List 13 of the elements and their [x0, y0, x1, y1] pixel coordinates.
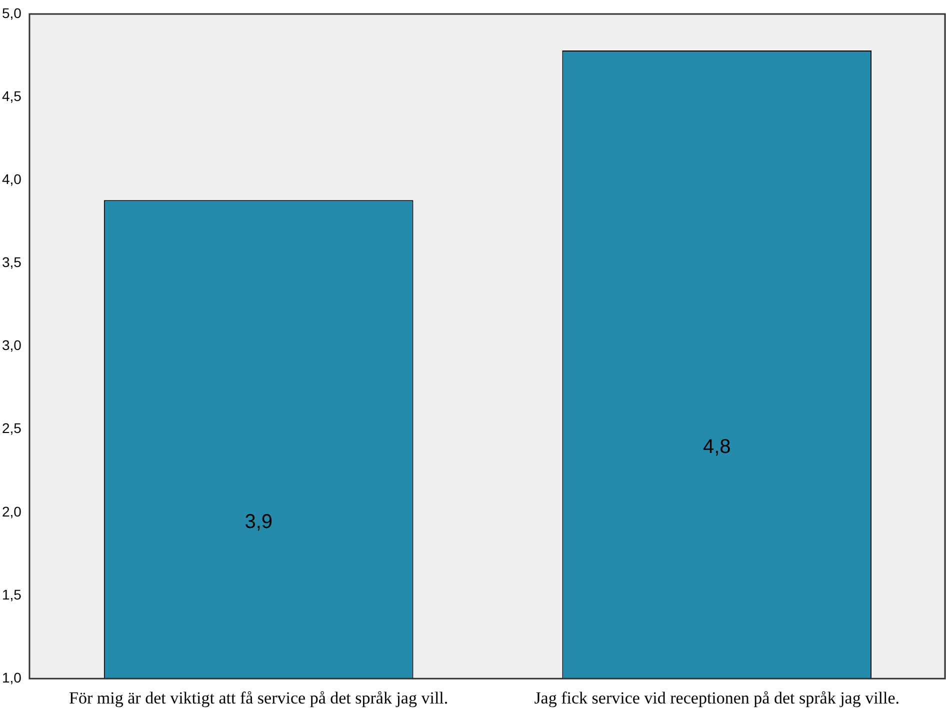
x-tick-label: Jag fick service vid receptionen på det språk jag ville. — [534, 688, 900, 708]
y-tick-label: 1,0 — [2, 669, 22, 686]
y-tick-label: 2,5 — [2, 420, 22, 436]
y-tick-label: 1,5 — [2, 586, 22, 602]
y-tick-label: 3,0 — [2, 337, 22, 354]
y-tick-label: 4,0 — [2, 171, 22, 188]
x-tick-label: För mig är det viktigt att få service på det språk jag vill. — [69, 688, 448, 708]
y-tick-label: 3,5 — [2, 254, 22, 270]
y-tick-label: 4,5 — [2, 88, 22, 104]
y-tick-label: 5,0 — [2, 4, 22, 21]
data-label: 4,8 — [702, 436, 731, 458]
data-label: 3,9 — [244, 510, 273, 533]
y-tick-label: 2,0 — [2, 503, 22, 520]
